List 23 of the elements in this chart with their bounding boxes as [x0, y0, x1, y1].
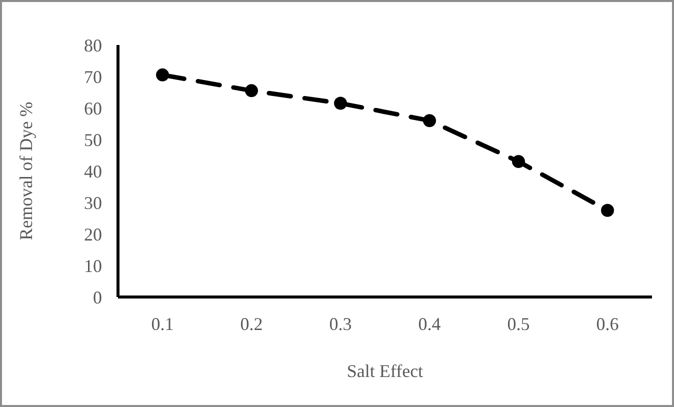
y-tick-label: 30 — [84, 192, 102, 213]
y-tick-label: 50 — [84, 130, 102, 150]
y-tick-label: 0 — [93, 287, 102, 308]
x-tick-label: 0.2 — [240, 314, 263, 334]
x-tick-label: 0.6 — [596, 314, 619, 334]
y-tick-label: 40 — [84, 161, 102, 182]
point — [245, 84, 258, 98]
point — [334, 96, 347, 110]
point — [512, 155, 525, 168]
y-tick-label: 10 — [84, 256, 102, 276]
y-tick-label: 80 — [84, 35, 102, 56]
x-tick-label: 0.3 — [329, 314, 352, 334]
point — [601, 204, 614, 217]
y-axis-title: Removal of Dye % — [16, 102, 36, 240]
y-tick-label: 60 — [84, 98, 102, 118]
y-tick-label: 20 — [84, 224, 102, 244]
x-tick-label: 0.4 — [418, 314, 441, 334]
y-tick-label: 70 — [84, 66, 102, 87]
point — [156, 68, 169, 82]
x-tick-label: 0.1 — [151, 314, 174, 334]
x-tick-label: 0.5 — [507, 314, 530, 334]
point — [423, 114, 436, 128]
x-axis-title: Salt Effect — [346, 361, 424, 381]
